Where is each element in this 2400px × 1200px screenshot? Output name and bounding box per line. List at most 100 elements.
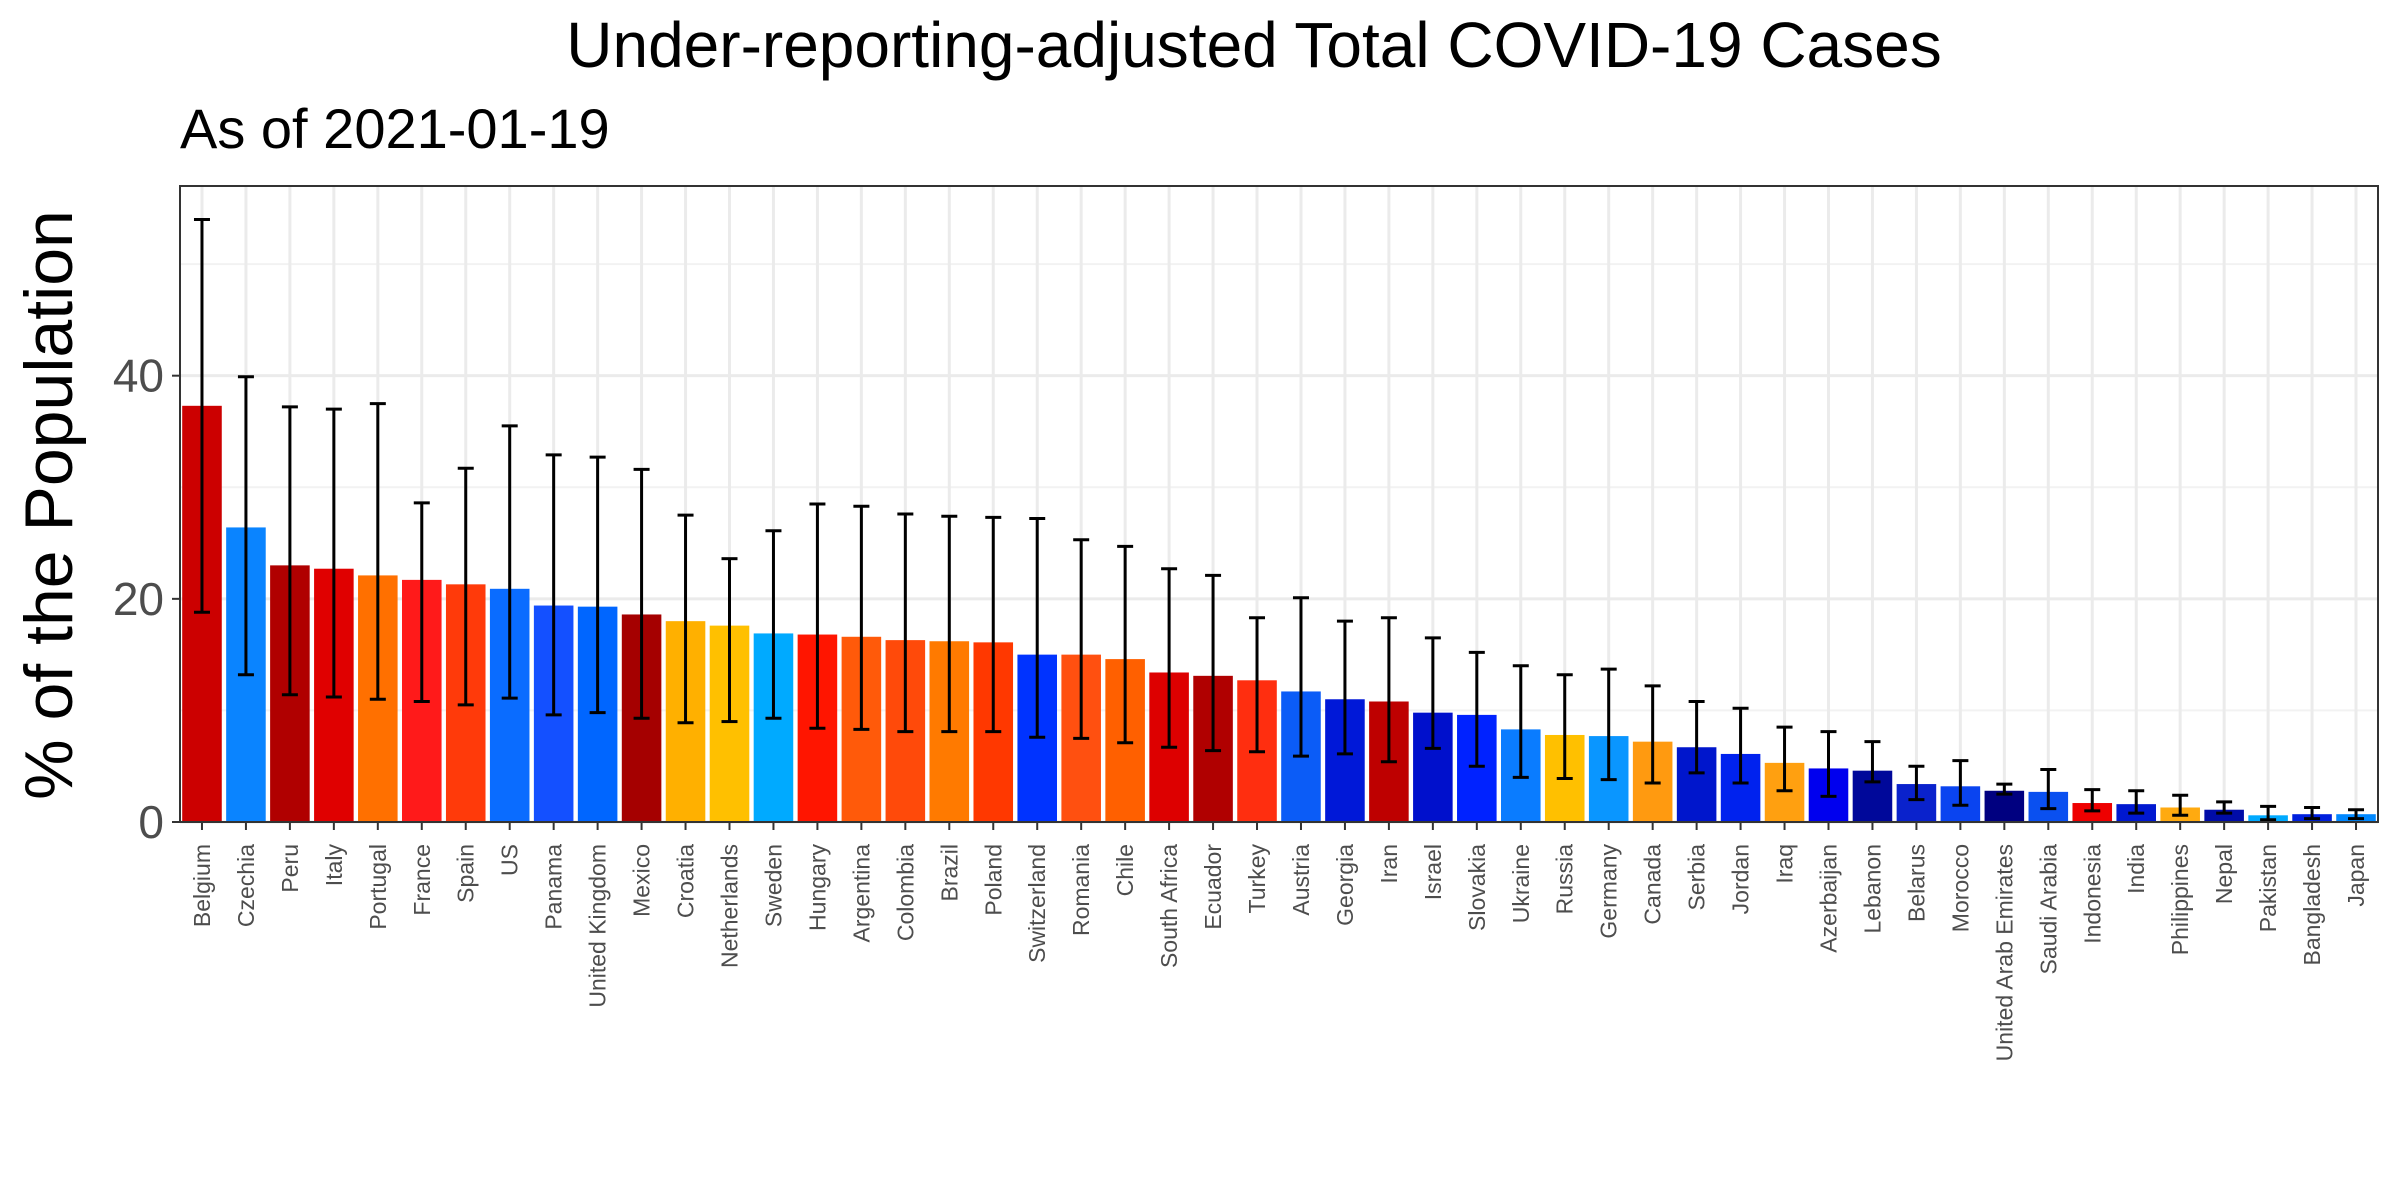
error-bar: [677, 513, 694, 725]
chart-title: Under-reporting-adjusted Total COVID-19 …: [566, 9, 1941, 81]
error-bar: [1688, 699, 1705, 775]
error-bar: [765, 529, 782, 720]
bar: [2204, 809, 2244, 822]
x-tick-label: Czechia: [233, 844, 259, 927]
x-tick-label: Romania: [1068, 844, 1094, 936]
x-tick-label: Portugal: [365, 844, 391, 930]
x-tick-label: Iraq: [1772, 844, 1798, 884]
error-bar: [1776, 725, 1793, 793]
x-tick-label: Serbia: [1684, 844, 1710, 911]
error-bar: [633, 467, 650, 720]
x-tick-label: Pakistan: [2255, 844, 2281, 932]
x-tick-label: Ukraine: [1508, 844, 1534, 923]
x-tick-label: Panama: [541, 844, 567, 930]
x-tick-label: Croatia: [673, 844, 699, 918]
error-bar: [853, 504, 870, 731]
x-tick-label: Argentina: [848, 844, 874, 943]
x-tick-label: Netherlands: [717, 844, 743, 968]
x-tick-label: United Arab Emirates: [1991, 844, 2017, 1061]
error-bar: [897, 512, 914, 734]
error-bar: [1512, 664, 1529, 779]
error-bar: [369, 402, 386, 701]
error-bar: [2040, 768, 2057, 811]
x-tick-label: France: [409, 844, 435, 916]
y-tick-label: 0: [138, 796, 164, 848]
chart-subtitle: As of 2021-01-19: [180, 97, 610, 160]
x-tick-label: Colombia: [892, 844, 918, 941]
x-tick-label: Slovakia: [1464, 844, 1490, 931]
error-bar: [1424, 636, 1441, 750]
x-tick-label: Russia: [1552, 844, 1578, 915]
error-bar: [2260, 804, 2277, 822]
x-axis: Belgium Czechia Peru Italy Portugal France Spa…: [189, 822, 2369, 1061]
x-tick-label: Poland: [980, 844, 1006, 916]
x-tick-label: Brazil: [936, 844, 962, 902]
error-bar: [2128, 789, 2145, 815]
error-bar: [941, 514, 958, 734]
error-bar: [2348, 808, 2365, 821]
error-bar: [1205, 573, 1222, 753]
x-tick-label: Peru: [277, 844, 303, 893]
error-bar: [589, 455, 606, 715]
x-tick-label: Chile: [1112, 844, 1138, 896]
error-bar: [1073, 538, 1090, 740]
error-bar: [1249, 616, 1266, 754]
x-tick-label: Ecuador: [1200, 844, 1226, 930]
x-tick-label: Israel: [1420, 844, 1446, 900]
error-bar: [325, 407, 342, 699]
x-tick-label: Lebanon: [1859, 844, 1885, 934]
error-bar: [281, 405, 298, 697]
x-tick-label: Austria: [1288, 844, 1314, 916]
error-bar: [237, 375, 254, 677]
error-bar: [501, 424, 518, 700]
error-bar: [1908, 764, 1925, 802]
error-bar: [1292, 596, 1309, 758]
y-tick-label: 20: [113, 573, 164, 625]
y-axis: 0 20 40: [113, 350, 180, 848]
error-bar: [1161, 567, 1178, 749]
error-bar: [1117, 544, 1134, 745]
x-tick-label: Belgium: [189, 844, 215, 927]
x-tick-label: Saudi Arabia: [2035, 844, 2061, 975]
plot-panel-border: [179, 185, 2379, 823]
error-bar: [193, 217, 210, 614]
x-tick-label: Philippines: [2167, 844, 2193, 955]
error-bar: [1600, 667, 1617, 782]
x-tick-label: Azerbaijan: [1816, 844, 1842, 953]
x-tick-label: Italy: [321, 844, 347, 887]
x-tick-label: United Kingdom: [585, 844, 611, 1008]
x-tick-label: Morocco: [1947, 844, 1973, 932]
x-tick-label: Nepal: [2211, 844, 2237, 904]
x-tick-label: Japan: [2343, 844, 2369, 907]
error-bar: [1644, 684, 1661, 785]
error-bar: [809, 502, 826, 730]
error-bar: [1952, 759, 1969, 807]
error-bar: [1556, 673, 1573, 780]
x-tick-label: Spain: [453, 844, 479, 903]
y-tick-label: 40: [113, 350, 164, 402]
x-tick-label: Mexico: [629, 844, 655, 917]
error-bar: [721, 557, 738, 724]
error-bar: [1864, 740, 1881, 784]
x-tick-label: Georgia: [1332, 844, 1358, 926]
error-bars-layer: [193, 217, 2365, 822]
bar: [2072, 803, 2113, 822]
error-bar: [1732, 706, 1749, 785]
x-tick-label: Canada: [1640, 844, 1666, 925]
x-tick-label: Sweden: [760, 844, 786, 927]
error-bar: [2172, 793, 2189, 817]
error-bar: [1029, 517, 1046, 739]
x-tick-label: Germany: [1596, 844, 1622, 939]
error-bar: [985, 515, 1002, 734]
error-bar: [413, 501, 430, 703]
bar: [1984, 790, 2025, 822]
error-bar: [2304, 805, 2321, 821]
x-tick-label: Bangladesh: [2299, 844, 2325, 966]
error-bar: [1468, 650, 1485, 768]
error-bar: [1380, 616, 1397, 764]
error-bar: [1996, 782, 2013, 796]
error-bar: [1820, 730, 1837, 798]
y-axis-title: % of the Population: [11, 210, 87, 800]
error-bar: [2084, 788, 2101, 813]
